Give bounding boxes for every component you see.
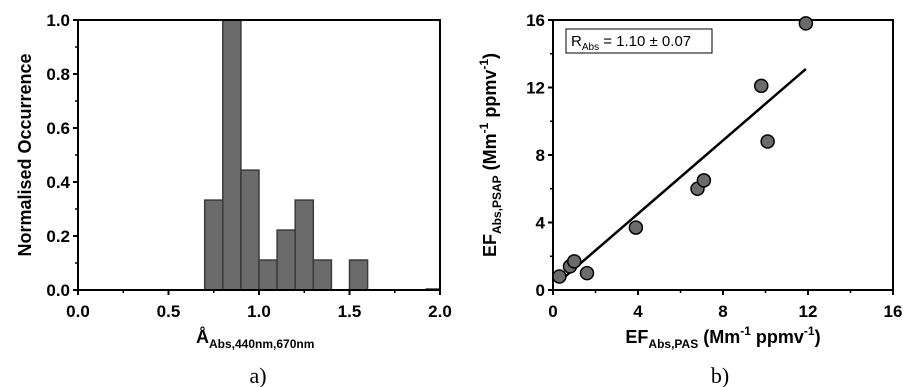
y-tick-label: 4 xyxy=(536,214,546,233)
x-tick-label: 0.0 xyxy=(66,302,90,321)
y-tick-label: 0.6 xyxy=(46,119,70,138)
histogram-bars xyxy=(203,19,440,291)
histogram-bar xyxy=(312,259,333,291)
annotation-box xyxy=(565,28,713,54)
scatter-panel: 0 4 8 12 16 0 4 8 12 16 RAbs = 1.10 ± 0.07 EFAbs… xyxy=(477,11,902,387)
linear-fit-line xyxy=(558,67,807,283)
scatter-point xyxy=(552,269,567,284)
y-tick-label: 12 xyxy=(526,79,545,98)
histogram-y-axis-title: Normalised Occurrence xyxy=(15,53,35,256)
scatter-point xyxy=(567,254,582,269)
scatter-point xyxy=(628,220,644,235)
scatter-plot-frame xyxy=(552,19,894,291)
scatter-x-ticks: 0 4 8 12 16 xyxy=(548,290,902,321)
histogram-bar xyxy=(222,19,242,291)
y-tick-label: 0.0 xyxy=(46,281,70,300)
histogram-panel: 0.0 0.5 1.0 1.5 2.0 0.0 0.2 0.4 0.6 0.8 1.0 Norma… xyxy=(15,11,452,387)
y-tick-label: 0.2 xyxy=(46,227,70,246)
scatter-point xyxy=(798,16,814,31)
x-tick-label: 8 xyxy=(718,302,727,321)
panel-label-b: b) xyxy=(711,363,729,387)
histogram-bar xyxy=(348,259,369,291)
scatter-point xyxy=(754,78,769,94)
x-tick-label: 12 xyxy=(799,302,818,321)
panel-label-a: a) xyxy=(249,363,266,387)
histogram-bar xyxy=(240,169,260,291)
x-tick-label: 4 xyxy=(633,302,643,321)
annotation-text: RAbs = 1.10 ± 0.07 xyxy=(571,33,691,53)
histogram-bar xyxy=(203,199,224,291)
x-tick-label: 1.0 xyxy=(247,302,271,321)
scatter-y-ticks: 0 4 8 12 16 xyxy=(526,11,553,300)
y-tick-label: 8 xyxy=(536,146,545,165)
x-tick-label: 2.0 xyxy=(428,302,452,321)
histogram-y-ticks: 0.0 0.2 0.4 0.6 0.8 1.0 xyxy=(46,11,78,300)
scatter-y-axis-title: EFAbs,PSAP (Mm-1 ppmv-1) xyxy=(477,53,504,257)
scatter-point xyxy=(696,173,712,188)
scatter-point xyxy=(760,134,775,149)
y-tick-label: 0.8 xyxy=(46,65,70,84)
y-tick-label: 16 xyxy=(526,11,545,30)
x-tick-label: 16 xyxy=(884,302,903,321)
x-tick-label: 0.5 xyxy=(157,302,181,321)
histogram-bar xyxy=(276,229,296,291)
scatter-x-axis-title: EFAbs,PAS (Mm-1 ppmv-1) xyxy=(625,324,820,351)
scatter-points xyxy=(552,16,814,284)
histogram-bar xyxy=(258,259,278,291)
y-tick-label: 0 xyxy=(536,281,545,300)
histogram-x-axis-title: ÅAbs,440nm,670nm xyxy=(196,327,314,351)
histogram-x-ticks: 0.0 0.5 1.0 1.5 2.0 xyxy=(66,290,452,321)
scatter-point xyxy=(579,265,595,281)
x-tick-label: 0 xyxy=(548,302,557,321)
y-tick-label: 1.0 xyxy=(46,11,70,30)
y-tick-label: 0.4 xyxy=(46,173,70,192)
histogram-bar xyxy=(294,199,315,291)
x-tick-label: 1.5 xyxy=(338,302,362,321)
